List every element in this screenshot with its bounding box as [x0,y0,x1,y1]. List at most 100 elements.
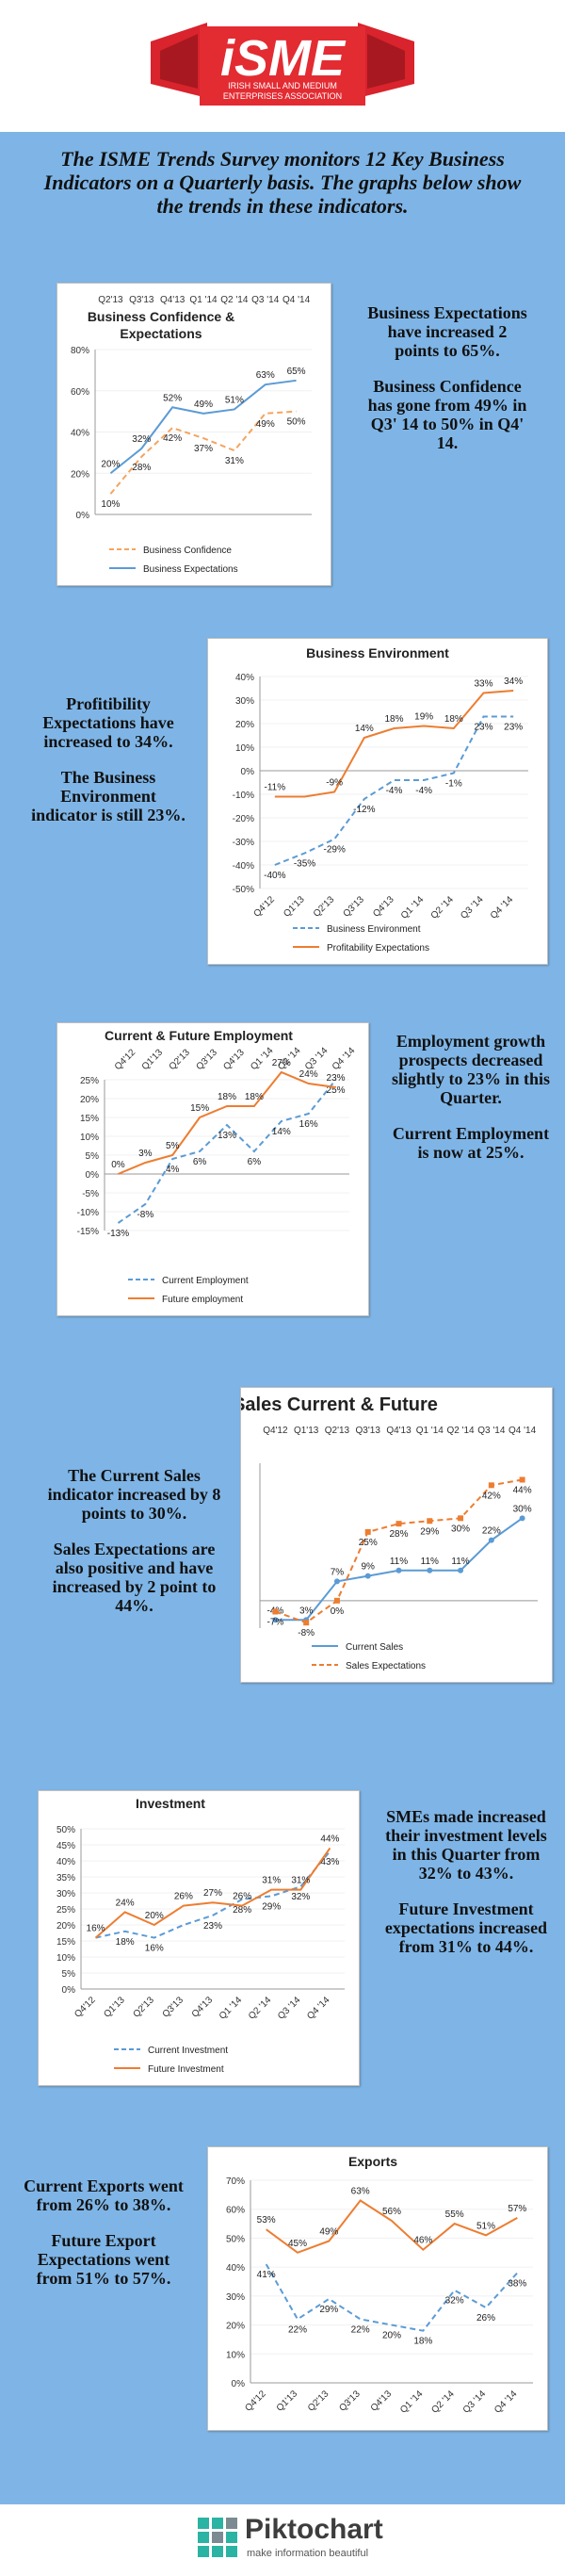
y-tick-label: 40% [235,673,254,683]
data-label: 33% [474,679,492,690]
data-label: 53% [257,2215,276,2225]
y-tick-label: 20% [56,1921,75,1932]
note-investment-1: SMEs made increased their investment lev… [385,1807,547,1883]
y-tick-label: 40% [226,2263,245,2274]
x-tick-label: Q1'13 [275,2389,300,2414]
x-tick-label: Q4'12 [252,894,278,920]
logo-subtitle-1: IRISH SMALL AND MEDIUM [228,81,337,90]
data-label: 11% [390,1557,408,1567]
logo-text: iSME [220,30,347,87]
note-investment: SMEs made increased their investment lev… [381,1807,551,1973]
data-label: 9% [361,1562,375,1573]
note-employment: Employment growth prospects decreased sl… [386,1032,556,1179]
data-label: 30% [513,1504,532,1514]
data-label: 49% [256,419,275,430]
note-exports: Current Exports went from 26% to 38%. Fu… [19,2177,188,2305]
data-label: 23% [504,723,523,733]
x-tick-label: Q1'13 [294,1426,319,1436]
data-label: -4% [415,786,432,796]
data-label: 19% [414,712,433,723]
note-environment: Profitibility Expectations have increase… [28,694,188,841]
y-tick-label: 35% [56,1873,75,1883]
x-tick-label: Q4 '14 [492,2389,520,2416]
data-label: 56% [382,2207,401,2217]
data-label: 20% [145,1911,164,1921]
data-label: 18% [384,714,403,725]
chart-confidence: Business Confidence & Expectations 0% 20% 40… [56,283,331,586]
data-label: 24% [116,1898,135,1908]
y-tick-label: 70% [226,2177,245,2187]
series-point [458,1515,464,1522]
data-label: 30% [451,1524,470,1534]
data-label: -8% [137,1210,153,1220]
y-tick-label: 20% [235,720,254,730]
data-label: 16% [87,1924,105,1934]
data-label: 13% [218,1131,236,1141]
series-point [333,1578,340,1585]
footer-tagline: make information beautiful [247,2548,369,2559]
intro-text: The ISME Trends Survey monitors 12 Key B… [43,147,522,218]
note-confidence-2: Business Confidence has gone from 49% in… [367,377,527,452]
data-label: 16% [299,1119,318,1130]
y-tick-label: 25% [56,1905,75,1916]
data-label: -7% [266,1618,283,1628]
y-tick-label: 40% [56,1857,75,1867]
x-tick-label: Q4'13 [386,1426,412,1436]
legend-label: Business Expectations [143,564,238,575]
legend-label: Business Confidence [143,546,232,556]
data-label: 44% [320,1834,339,1844]
data-label: 11% [421,1557,439,1567]
data-label: 28% [132,463,151,473]
isme-logo: iSME IRISH SMALL AND MEDIUM ENTERPRISES … [151,23,414,106]
data-label: 6% [193,1157,207,1167]
data-label: 29% [319,2305,338,2315]
chart-title: Investment [136,1796,205,1811]
x-tick-label: Q1 '14 [398,2389,426,2416]
chart-title: Exports [348,2154,397,2169]
data-label: 27% [203,1888,222,1899]
note-confidence-1: Business Expectations have increased 2 p… [367,303,527,360]
series-point [272,1608,279,1615]
x-tick-label: Q2'13 [306,2389,331,2414]
legend-label: Future Investment [148,2064,224,2075]
data-label: 18% [218,1092,236,1102]
y-tick-label: 0% [232,2379,246,2389]
data-label: 25% [327,1085,346,1096]
note-sales-1: The Current Sales indicator increased by… [47,1466,221,1523]
data-label: 46% [413,2236,432,2246]
series-point [333,1597,340,1604]
data-label: 16% [145,1944,164,1954]
x-tick-label: Q2'13 [131,1995,156,2020]
x-tick-label: Q3 '14 [461,2389,489,2416]
y-tick-label: 10% [226,2350,245,2360]
data-label: 26% [233,1892,251,1902]
data-label: -40% [264,871,285,881]
x-tick-label: Q3 '14 [459,894,486,921]
x-tick-label: Q4'13 [160,295,186,305]
data-label: -13% [107,1229,129,1239]
data-label: 38% [508,2278,526,2289]
y-tick-label: 20% [226,2322,245,2332]
legend-label: Sales Expectations [346,1661,426,1671]
y-tick-label: -10% [77,1208,99,1218]
y-tick-label: -30% [233,838,254,848]
note-environment-2: The Business Environment indicator is st… [31,768,186,824]
data-label: 18% [116,1937,135,1948]
note-exports-1: Current Exports went from 26% to 38%. [24,2177,184,2214]
y-tick-label: 0% [62,1985,76,1996]
x-tick-label: Q2 '14 [429,894,457,921]
data-label: 31% [262,1876,281,1886]
x-tick-label: Q3'13 [342,894,367,920]
data-label: 5% [166,1141,180,1151]
data-label: 37% [194,444,213,454]
series-line-1 [274,690,514,798]
series-point [364,1573,371,1579]
series-point [303,1620,310,1626]
x-tick-label: Q4'12 [113,1047,138,1072]
note-employment-2: Current Employment is now at 25%. [392,1124,550,1162]
data-label: 24% [299,1069,318,1080]
data-label: 45% [288,2239,307,2249]
y-tick-label: -40% [233,861,254,872]
data-label: 22% [288,2324,307,2335]
x-tick-label: Q4 '14 [508,1426,537,1436]
